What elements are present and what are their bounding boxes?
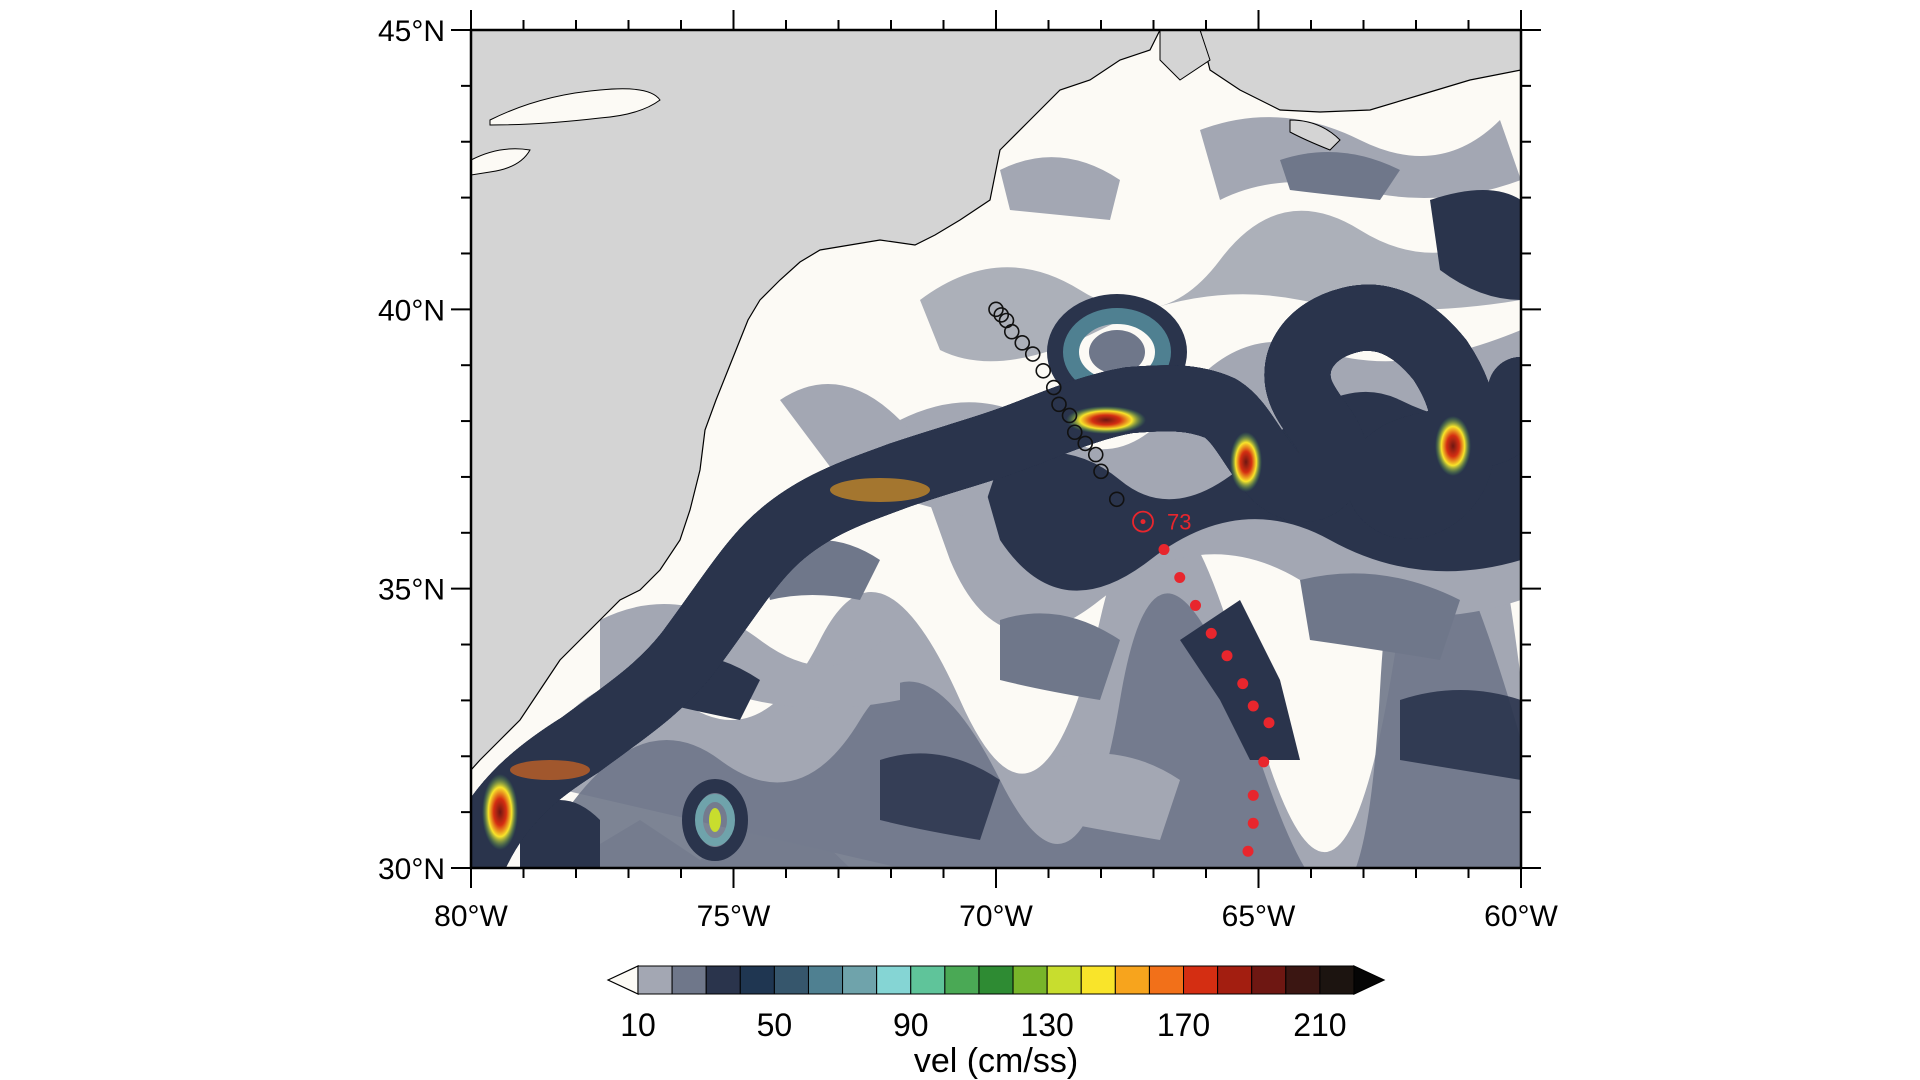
colorbar-label: 90 [893,1007,929,1043]
colorbar-segment [1080,965,1116,995]
lon-label: 70°W [959,900,1033,933]
past-track-point [1108,491,1125,508]
current-position-marker [1132,510,1154,533]
colorbar-segment [637,965,673,995]
colorbar-segment [1217,965,1253,995]
lon-label: 75°W [697,900,771,933]
colorbar-segment [1148,965,1185,995]
colorbar-high-arrow [1353,965,1386,995]
future-track-point [1190,599,1201,611]
past-track-point [1024,346,1041,362]
past-track-point [988,301,1004,318]
past-track-point [1066,424,1083,441]
lat-label: 40°N [378,294,445,327]
future-track-point [1247,789,1259,801]
colorbar-label: 50 [757,1007,793,1043]
longitude-tick-labels: 80°W 75°W 70°W 65°W 60°W [434,900,1558,933]
colorbar-segment [1251,965,1287,995]
past-track-point [1077,435,1094,452]
future-track-point [1242,845,1254,857]
past-track-point [1051,396,1067,413]
map-panel: 73 [471,30,1521,868]
storm-future-track [1158,544,1275,857]
lon-label: 80°W [434,900,508,933]
past-track-point [1003,323,1020,340]
velocity-field [471,117,1521,868]
storm-past-track [988,301,1125,508]
colorbar-tick-labels: 10 50 90 130 170 210 [620,1007,1346,1043]
past-track-point [993,307,1010,323]
future-track-point [1247,817,1259,829]
lon-label: 65°W [1222,900,1296,933]
colorbar-segment [1012,965,1048,995]
colorbar-segment [842,965,878,995]
lon-label: 60°W [1484,900,1558,933]
land-mass [471,30,1521,771]
colorbar-segment [1046,965,1082,995]
future-track-point [1263,717,1275,729]
colorbar-segment [910,965,946,995]
past-track-point [1014,335,1031,351]
colorbar-segment [1285,965,1321,995]
future-track-point [1205,627,1217,639]
colorbar-label: 210 [1293,1007,1346,1043]
colorbar-segment [671,965,707,995]
colorbar-segment [773,965,809,995]
future-track-point [1258,756,1270,768]
future-track-point [1237,678,1249,690]
past-track-point [1093,463,1109,480]
colorbar-segment [1183,965,1219,995]
colorbar-segment [807,965,844,995]
colorbar-segment [705,965,741,995]
colorbar-segment [1114,965,1150,995]
storm-current-label: 73 [1167,510,1191,535]
colorbar-title: vel (cm/ss) [914,1042,1078,1080]
colorbar [606,965,1386,995]
future-track-point [1221,650,1233,662]
colorbar-segment [944,965,980,995]
colorbar-segment [1319,965,1355,995]
lat-label: 30°N [378,853,445,886]
future-track-point [1247,700,1259,712]
colorbar-segment [739,965,775,995]
colorbar-label: 170 [1157,1007,1210,1043]
colorbar-segment [978,965,1014,995]
colorbar-label: 130 [1020,1007,1073,1043]
axis-ticks [451,10,1541,888]
past-track-point [1061,407,1078,424]
current-position-center [1140,519,1146,525]
colorbar-label: 10 [620,1007,656,1043]
lat-label: 45°N [378,15,445,48]
future-track-point [1158,544,1170,556]
colorbar-segment [876,965,912,995]
lat-label: 35°N [378,574,445,607]
future-track-point [1174,571,1186,583]
latitude-tick-labels: 45°N 40°N 35°N 30°N [378,15,445,886]
colorbar-low-arrow [606,965,639,995]
storm-current-position: 73 [1132,510,1191,535]
past-track-point [1035,362,1052,379]
past-track-point [1087,446,1104,463]
past-track-point [1045,379,1062,396]
